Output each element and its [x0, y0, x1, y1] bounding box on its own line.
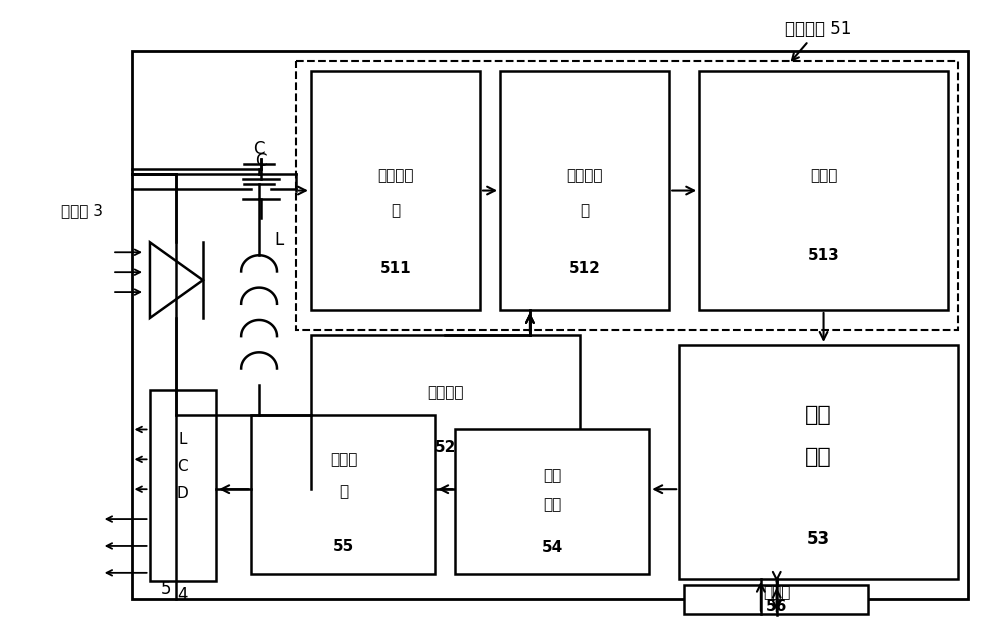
Text: 53: 53	[807, 530, 830, 548]
Bar	[679, 345, 958, 579]
Text: 光接收机 51: 光接收机 51	[785, 20, 852, 61]
Text: C: C	[253, 140, 265, 158]
Text: 比较器: 比较器	[810, 168, 837, 183]
Bar	[150, 389, 216, 581]
Text: C: C	[177, 459, 188, 474]
Text: 反向调: 反向调	[330, 452, 357, 467]
Text: 器: 器	[391, 203, 400, 218]
Bar	[699, 71, 948, 310]
Text: L: L	[274, 232, 284, 250]
Bar	[251, 414, 435, 574]
Text: 电源管理: 电源管理	[427, 385, 463, 400]
Bar	[684, 585, 868, 613]
Text: 跨阻放大: 跨阻放大	[377, 168, 414, 183]
Text: 制: 制	[339, 484, 348, 499]
Text: 511: 511	[380, 261, 411, 276]
Text: 52: 52	[435, 440, 456, 455]
Text: 数字: 数字	[805, 404, 832, 424]
Text: 5: 5	[161, 580, 172, 598]
Text: 56: 56	[766, 599, 787, 614]
Text: 器: 器	[580, 203, 589, 218]
Text: L: L	[178, 432, 187, 447]
Text: D: D	[177, 485, 188, 500]
Text: 光电池 3: 光电池 3	[61, 203, 103, 218]
Text: 513: 513	[808, 248, 839, 263]
Text: 基带: 基带	[805, 447, 832, 467]
Text: 开关: 开关	[544, 497, 562, 513]
Text: 512: 512	[569, 261, 601, 276]
Bar	[132, 51, 968, 598]
Text: 限幅放大: 限幅放大	[566, 168, 603, 183]
Bar	[296, 61, 958, 330]
Text: 4: 4	[177, 586, 188, 604]
Bar	[311, 71, 480, 310]
Bar	[455, 429, 649, 574]
Bar	[500, 71, 669, 310]
Text: 数控: 数控	[544, 468, 562, 483]
Text: 54: 54	[542, 540, 563, 555]
Bar	[311, 335, 580, 489]
Text: 55: 55	[333, 540, 354, 555]
Text: 存储器: 存储器	[763, 585, 790, 600]
Text: C: C	[255, 152, 267, 170]
